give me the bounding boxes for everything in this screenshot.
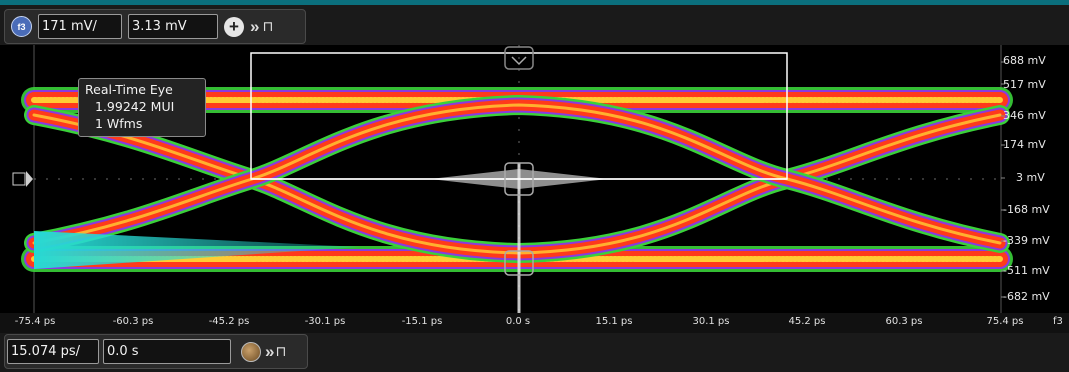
pin-icon[interactable]: ⊓	[275, 343, 287, 359]
tooltip-ui-value: 1.99242 MUI	[95, 99, 175, 114]
knob-icon[interactable]	[241, 341, 261, 362]
horizontal-scale-toolbar: 15.074 ps/ 0.0 s » ⊓	[4, 334, 308, 369]
x-tick-label: 0.0 s	[505, 316, 531, 327]
x-tick-label: 45.2 ps	[788, 316, 826, 327]
vertical-scale-toolbar: f3 171 mV/ 3.13 mV + » ⊓	[4, 9, 306, 44]
cyan-trace	[34, 231, 360, 269]
center-cursor-handle[interactable]	[504, 162, 534, 196]
y-tick-label: 517 mV	[1003, 78, 1046, 91]
x-tick-label: -15.1 ps	[401, 316, 443, 327]
x-tick-label: 30.1 ps	[692, 316, 730, 327]
measurement-box[interactable]	[250, 52, 788, 180]
tooltip-waveform-count: 1 Wfms	[95, 116, 143, 131]
horizontal-position-field[interactable]: 0.0 s	[103, 339, 231, 364]
x-tick-label: -60.3 ps	[112, 316, 154, 327]
x-axis: -75.4 ps -60.3 ps -45.2 ps -30.1 ps -15.…	[0, 313, 1069, 333]
x-tick-label: -30.1 ps	[304, 316, 346, 327]
vertical-offset-field[interactable]: 3.13 mV	[128, 14, 218, 39]
top-cursor-handle[interactable]	[504, 46, 534, 70]
y-tick-label: 3 mV	[1016, 171, 1045, 184]
y-tick-label: -168 mV	[1003, 203, 1050, 216]
horizontal-scale-field[interactable]: 15.074 ps/	[7, 339, 99, 364]
eye-diagram-plot[interactable]: 688 mV 517 mV 346 mV 174 mV 3 mV -168 mV…	[0, 45, 1069, 313]
ground-marker-icon[interactable]	[12, 171, 33, 187]
eye-diagram-canvas	[12, 45, 1013, 313]
y-tick-label: -511 mV	[1003, 264, 1050, 277]
x-tick-label: 15.1 ps	[595, 316, 633, 327]
y-tick-label: 174 mV	[1003, 138, 1046, 151]
x-tick-label: 75.4 ps	[986, 316, 1024, 327]
y-tick-label: 688 mV	[1003, 54, 1046, 67]
tooltip-title: Real-Time Eye	[85, 82, 173, 97]
y-tick-label: 346 mV	[1003, 109, 1046, 122]
pin-icon[interactable]: ⊓	[262, 18, 274, 34]
y-tick-label: -339 mV	[1003, 234, 1050, 247]
double-chevron-icon[interactable]: »	[250, 16, 260, 36]
y-tick-label: -682 mV	[1003, 290, 1050, 303]
double-chevron-icon[interactable]: »	[265, 341, 275, 361]
channel-badge[interactable]: f3	[11, 16, 32, 37]
x-tick-label: 60.3 ps	[885, 316, 923, 327]
vertical-scale-field[interactable]: 171 mV/	[38, 14, 122, 39]
eye-info-tooltip: Real-Time Eye 1.99242 MUI 1 Wfms	[78, 78, 206, 137]
source-label: f3	[1053, 316, 1063, 327]
bottom-cursor-handle[interactable]	[504, 250, 534, 276]
x-tick-label: -75.4 ps	[14, 316, 56, 327]
x-tick-label: -45.2 ps	[208, 316, 250, 327]
plus-icon[interactable]: +	[224, 16, 244, 37]
top-accent-bar	[0, 0, 1069, 5]
